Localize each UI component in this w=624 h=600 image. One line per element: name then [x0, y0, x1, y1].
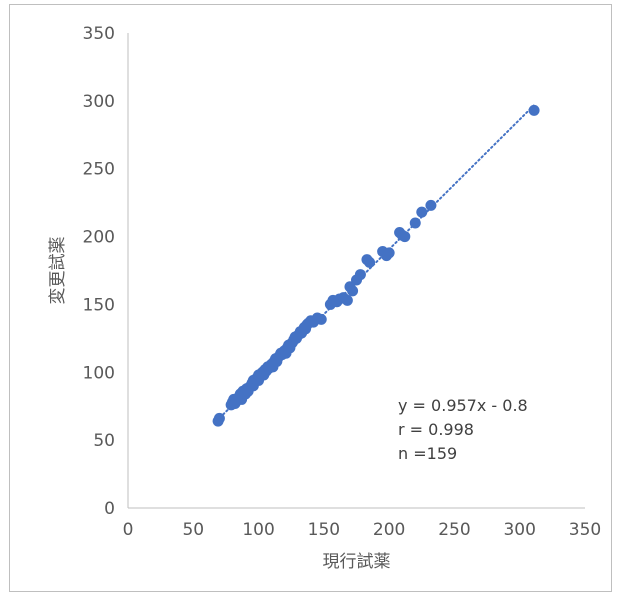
data-point: [354, 269, 366, 281]
scatter-chart: 0 50 100 150 200 250 300 350 0 50 100 150 200 250 300…: [48, 24, 602, 572]
count-annotation: n =159: [398, 444, 457, 463]
y-tick-label: 300: [83, 92, 115, 112]
y-tick-label: 50: [93, 431, 115, 451]
x-tick-label: 100: [242, 520, 274, 540]
data-point: [213, 412, 225, 424]
data-point: [341, 294, 353, 306]
data-point: [409, 217, 421, 229]
x-tick-label: 0: [123, 520, 134, 540]
x-axis-title: 現行試薬: [323, 552, 391, 572]
y-tick-label: 350: [83, 24, 115, 44]
data-point: [364, 256, 376, 268]
y-tick-label: 200: [83, 228, 115, 248]
y-tick-label: 100: [83, 363, 115, 383]
data-point: [315, 313, 327, 325]
data-point: [416, 206, 428, 218]
data-point: [399, 231, 411, 243]
data-point: [425, 199, 437, 211]
plot-area: 0 50 100 150 200 250 300 350 0 50 100 150 200 250 300…: [83, 24, 602, 540]
x-tick-label: 250: [438, 520, 470, 540]
correlation-annotation: r = 0.998: [398, 420, 474, 439]
chart-frame: 0 50 100 150 200 250 300 350 0 50 100 150 200 250 300…: [9, 4, 612, 592]
y-axis-title: 変更試薬: [48, 237, 68, 305]
y-tick-label: 150: [83, 295, 115, 315]
x-tick-label: 300: [503, 520, 535, 540]
data-point: [347, 285, 359, 297]
data-point: [528, 104, 540, 116]
x-tick-labels: 0 50 100 150 200 250 300 350: [123, 520, 602, 540]
data-points: [212, 104, 540, 427]
x-tick-label: 200: [373, 520, 405, 540]
x-tick-label: 150: [308, 520, 340, 540]
x-tick-label: 50: [182, 520, 204, 540]
trendline: [215, 104, 536, 422]
y-tick-label: 250: [83, 160, 115, 180]
equation-annotation: y = 0.957x - 0.8: [398, 396, 528, 415]
y-tick-labels: 0 50 100 150 200 250 300 350: [83, 24, 115, 519]
x-tick-label: 350: [569, 520, 601, 540]
data-point: [383, 247, 395, 259]
y-tick-label: 0: [104, 499, 115, 519]
